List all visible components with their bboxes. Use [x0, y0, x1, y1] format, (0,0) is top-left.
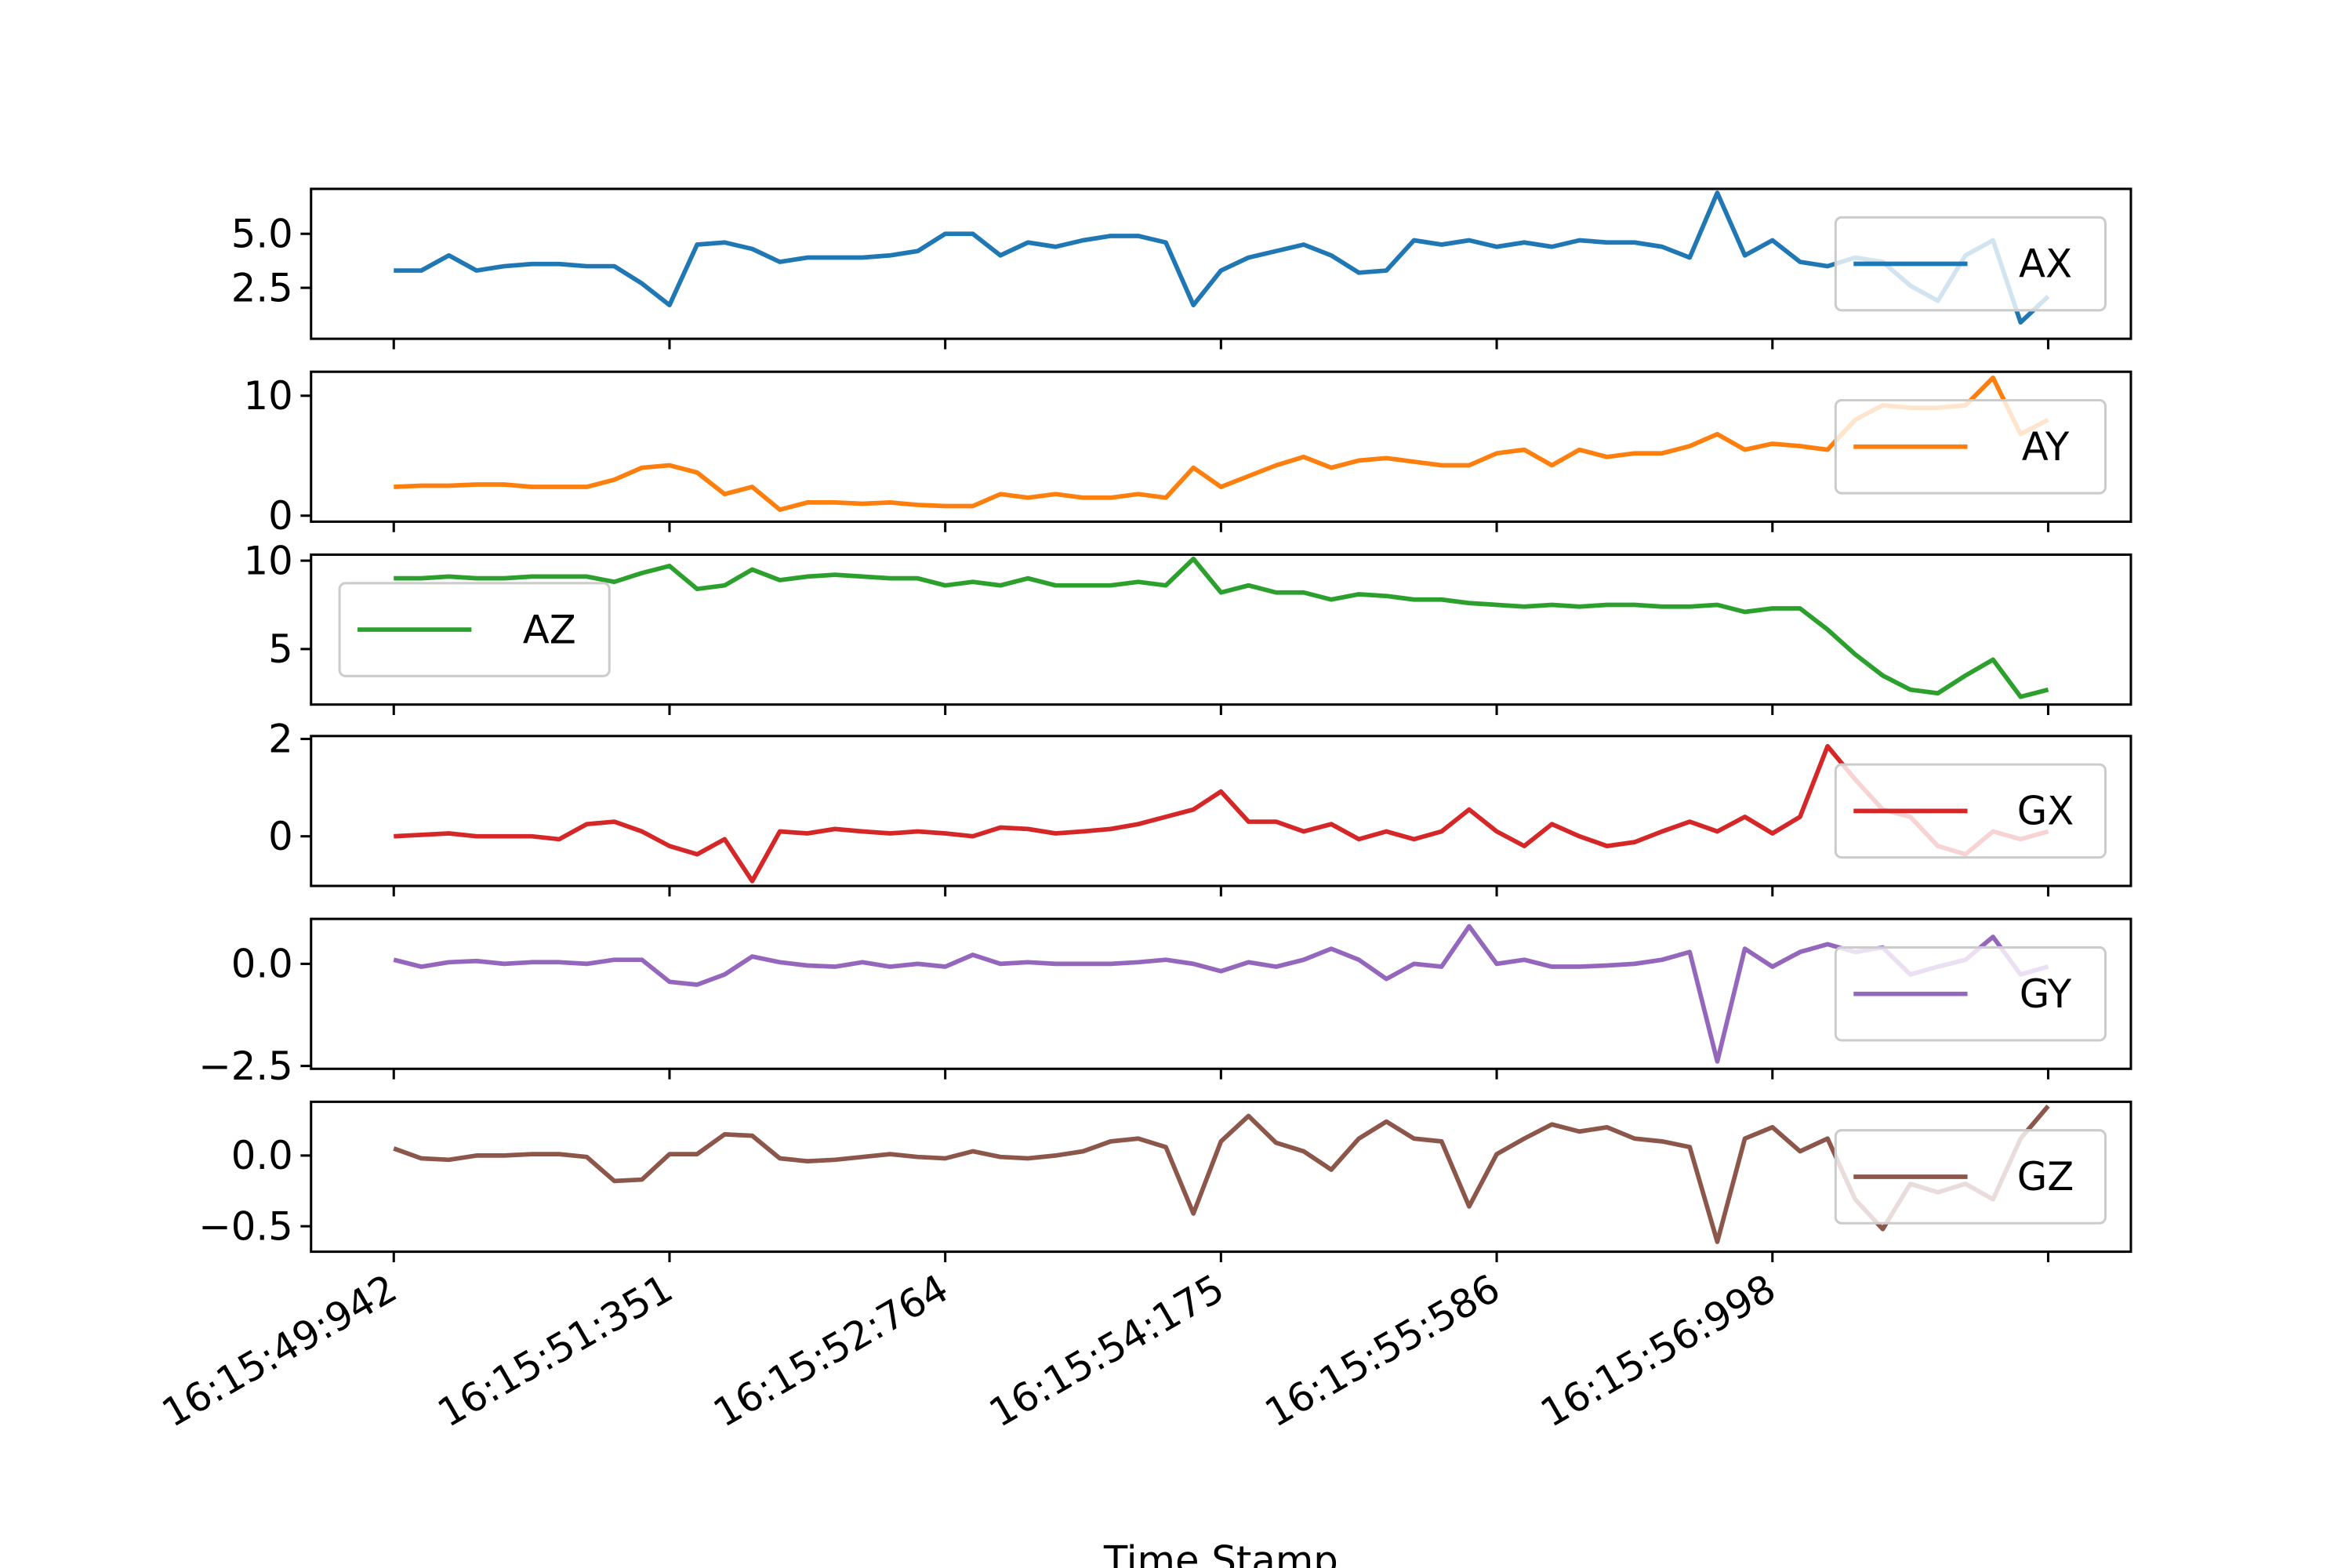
x-tick-label: 16:15:49:942	[154, 1265, 405, 1436]
axes-frame	[310, 187, 2132, 340]
legend-label: GZ	[2017, 1154, 2074, 1200]
plot-area	[393, 924, 2049, 1064]
y-tick-label: 0	[268, 493, 293, 539]
y-tick-label: 0	[268, 814, 293, 859]
plot-area	[394, 556, 2049, 699]
legend-box	[1834, 946, 2107, 1042]
axes-frame	[310, 553, 2132, 706]
y-tick-label: 10	[244, 373, 293, 419]
axes-frame	[310, 917, 2132, 1070]
x-tick-label: 16:15:55:586	[1258, 1265, 1508, 1436]
legend-box	[1834, 216, 2107, 312]
x-tick-label: 16:15:51:351	[430, 1265, 681, 1436]
plot-area	[394, 191, 2050, 325]
y-tick-label: 0.0	[231, 1133, 293, 1178]
y-tick-label: 2.5	[231, 265, 293, 310]
data-line	[394, 743, 2049, 884]
x-axis-label: Time Stamp	[1103, 1538, 1338, 1568]
x-tick-label: 16:15:52:764	[706, 1265, 956, 1436]
legend-box	[1834, 763, 2107, 859]
y-tick-label: 10	[244, 538, 293, 583]
y-tick-label: 0.0	[231, 942, 293, 987]
legend-box	[1834, 1129, 2107, 1225]
y-tick-label: −0.5	[198, 1203, 293, 1249]
data-line	[394, 191, 2050, 325]
data-line	[393, 924, 2049, 1064]
axes-frame	[310, 370, 2132, 523]
legend-box	[1834, 398, 2107, 495]
legend-label: AZ	[523, 607, 576, 652]
axes-frame	[310, 735, 2132, 887]
data-line	[394, 375, 2049, 512]
y-tick-label: 5.0	[231, 211, 293, 256]
legend-label: AY	[2022, 424, 2070, 470]
y-tick-label: 5	[268, 626, 293, 672]
x-tick-label: 16:15:56:998	[1533, 1265, 1783, 1436]
axes-frame	[310, 1100, 2132, 1254]
legend-label: GY	[2020, 971, 2072, 1017]
x-tick-label: 16:15:54:175	[982, 1265, 1232, 1436]
plot-area	[393, 1104, 2050, 1244]
legend-label: AX	[2019, 241, 2072, 287]
legend-label: GX	[2017, 789, 2074, 834]
data-line	[393, 1104, 2050, 1244]
plot-area	[394, 743, 2049, 884]
plot-area	[394, 375, 2049, 512]
data-line	[394, 556, 2049, 699]
y-tick-label: 2	[268, 717, 293, 762]
legend-box	[338, 582, 611, 677]
y-tick-label: −2.5	[198, 1044, 293, 1089]
